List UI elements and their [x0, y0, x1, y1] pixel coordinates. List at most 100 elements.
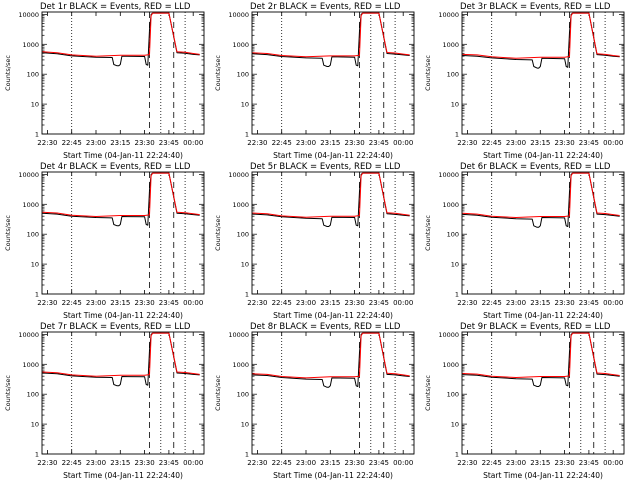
events-series-line [252, 332, 410, 388]
x-tick-label: 23:15 [320, 299, 340, 307]
events-series-line [252, 172, 410, 227]
x-tick-label: 22:30 [457, 299, 477, 307]
y-tick-label: 100 [27, 391, 39, 399]
x-tick-label: 22:30 [37, 139, 57, 147]
x-tick-label: 00:00 [603, 459, 623, 467]
plot-area [252, 12, 410, 134]
x-tick-label: 23:00 [86, 459, 106, 467]
plot-frame [41, 331, 205, 455]
y-tick-label: 10 [241, 261, 249, 269]
y-tick-label: 1 [455, 291, 459, 299]
y-tick-label: 1 [245, 131, 249, 139]
y-axis-label: Counts/sec [4, 215, 12, 251]
y-axis-label: Counts/sec [214, 215, 222, 251]
x-tick-label: 23:45 [159, 299, 179, 307]
detector-panel: Det 5r BLACK = Events, RED = LLD Counts/s… [214, 162, 415, 320]
x-tick-label: 22:45 [482, 459, 502, 467]
x-axis-label: Start Time (04-Jan-11 22:24:40) [483, 471, 603, 480]
detector-panel: Det 6r BLACK = Events, RED = LLD Counts/s… [424, 162, 625, 320]
y-tick-label: 1 [35, 291, 39, 299]
events-series-line [42, 332, 200, 387]
plot-frame [251, 171, 415, 295]
x-tick-label: 22:45 [482, 139, 502, 147]
y-tick-label: 10000 [438, 11, 459, 19]
y-axis-label: Counts/sec [424, 375, 432, 411]
x-tick-label: 00:00 [393, 299, 413, 307]
x-tick-label: 23:45 [159, 139, 179, 147]
y-axis-label: Counts/sec [4, 55, 12, 91]
detector-panel: Det 2r BLACK = Events, RED = LLD Counts/s… [214, 2, 415, 160]
x-tick-label: 22:30 [247, 299, 267, 307]
lld-series-line [42, 332, 200, 377]
x-tick-label: 23:30 [555, 139, 575, 147]
detector-panel: Det 3r BLACK = Events, RED = LLD Counts/s… [424, 2, 625, 160]
x-tick-label: 00:00 [183, 139, 203, 147]
panel-title: Det 7r BLACK = Events, RED = LLD [40, 322, 191, 332]
x-axis-label: Start Time (04-Jan-11 22:24:40) [273, 151, 393, 160]
lld-series-line [462, 332, 620, 378]
x-tick-label: 23:15 [320, 459, 340, 467]
plot-area [462, 172, 620, 294]
y-tick-label: 1000 [232, 201, 249, 209]
panel-title: Det 5r BLACK = Events, RED = LLD [250, 162, 401, 172]
x-tick-label: 22:30 [37, 459, 57, 467]
x-tick-label: 23:45 [369, 139, 389, 147]
y-tick-label: 10 [451, 261, 459, 269]
y-tick-label: 100 [27, 71, 39, 79]
y-tick-label: 100 [447, 71, 459, 79]
plot-frame [251, 331, 415, 455]
x-axis-label: Start Time (04-Jan-11 22:24:40) [63, 471, 183, 480]
panel-title: Det 3r BLACK = Events, RED = LLD [460, 2, 611, 12]
x-tick-label: 22:30 [247, 459, 267, 467]
x-tick-label: 23:45 [579, 459, 599, 467]
x-tick-label: 23:00 [506, 459, 526, 467]
plot-area [462, 332, 620, 454]
y-axis-label: Counts/sec [4, 375, 12, 411]
y-tick-label: 10000 [18, 331, 39, 339]
y-tick-label: 10000 [18, 11, 39, 19]
plot-area [42, 332, 200, 454]
x-tick-label: 23:15 [530, 139, 550, 147]
x-tick-label: 00:00 [603, 139, 623, 147]
plot-frame [251, 11, 415, 135]
y-tick-label: 100 [27, 231, 39, 239]
y-tick-label: 10000 [228, 331, 249, 339]
y-tick-label: 1000 [22, 201, 39, 209]
lld-series-line [252, 332, 410, 379]
x-tick-label: 23:30 [345, 459, 365, 467]
y-tick-label: 10 [31, 421, 39, 429]
plot-frame [461, 11, 625, 135]
x-tick-label: 22:45 [62, 139, 82, 147]
y-tick-label: 10000 [18, 171, 39, 179]
x-tick-label: 23:30 [555, 459, 575, 467]
x-tick-label: 23:30 [135, 299, 155, 307]
x-axis-label: Start Time (04-Jan-11 22:24:40) [483, 151, 603, 160]
x-tick-label: 22:45 [272, 139, 292, 147]
x-tick-label: 23:15 [530, 299, 550, 307]
events-series-line [252, 12, 410, 67]
x-tick-label: 23:00 [506, 139, 526, 147]
lld-series-line [462, 172, 620, 218]
x-tick-label: 00:00 [393, 139, 413, 147]
y-tick-label: 1000 [442, 41, 459, 49]
x-tick-label: 23:45 [369, 299, 389, 307]
x-axis-label: Start Time (04-Jan-11 22:24:40) [63, 151, 183, 160]
events-series-line [42, 172, 200, 227]
lld-series-line [252, 12, 410, 58]
events-series-line [42, 12, 200, 67]
y-tick-label: 100 [237, 231, 249, 239]
events-series-line [462, 12, 620, 69]
y-tick-label: 1 [35, 451, 39, 459]
y-tick-label: 10 [451, 101, 459, 109]
y-tick-label: 10000 [438, 171, 459, 179]
x-tick-label: 23:45 [579, 299, 599, 307]
events-series-line [462, 172, 620, 228]
plot-frame [461, 331, 625, 455]
y-tick-label: 1000 [442, 361, 459, 369]
panel-title: Det 4r BLACK = Events, RED = LLD [40, 162, 191, 172]
x-tick-label: 23:00 [86, 299, 106, 307]
x-tick-label: 22:30 [247, 139, 267, 147]
x-tick-label: 22:45 [62, 299, 82, 307]
lld-series-line [42, 12, 200, 57]
